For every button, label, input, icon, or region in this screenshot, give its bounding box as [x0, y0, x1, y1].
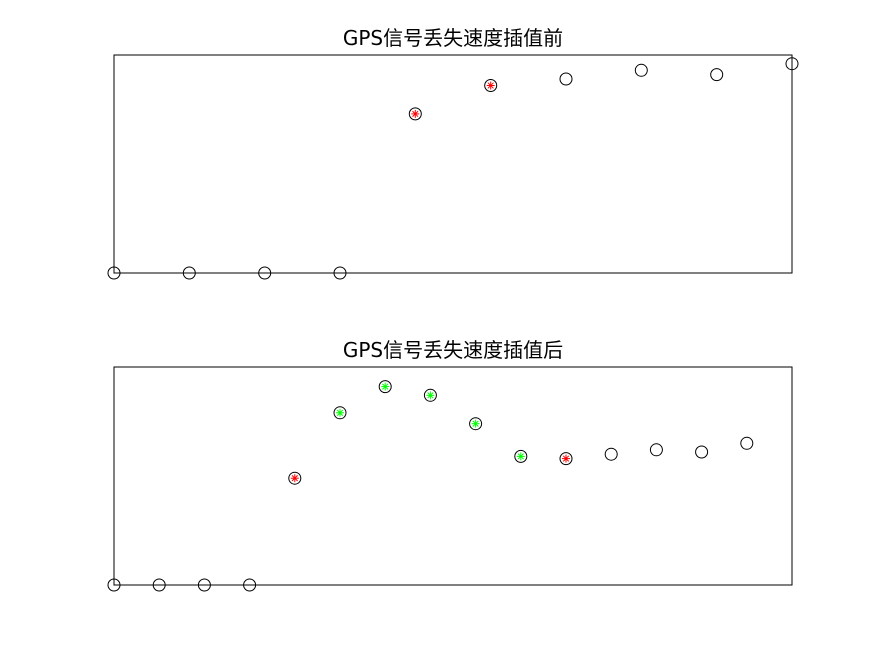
data-point-after-6 — [333, 406, 347, 420]
markers-after — [107, 380, 754, 592]
point-star-marker — [516, 452, 525, 461]
point-marker — [333, 406, 347, 420]
point-marker — [785, 57, 799, 71]
point-marker — [152, 578, 166, 592]
data-point-before-8 — [634, 63, 648, 77]
data-point-after-12 — [604, 447, 618, 461]
subplot-before: GPS信号丢失速度插值前 — [107, 26, 799, 280]
point-marker — [333, 266, 347, 280]
data-point-before-1 — [107, 266, 121, 280]
point-marker — [408, 107, 422, 121]
data-point-after-9 — [469, 417, 483, 431]
point-marker — [288, 471, 302, 485]
point-marker — [710, 68, 724, 82]
point-star-marker — [486, 81, 495, 90]
point-marker — [740, 436, 754, 450]
data-point-after-1 — [107, 578, 121, 592]
point-marker — [484, 79, 498, 92]
data-point-before-3 — [258, 266, 272, 280]
markers-before — [107, 57, 799, 280]
point-marker — [107, 266, 121, 280]
data-point-before-4 — [333, 266, 347, 280]
point-marker — [695, 445, 709, 459]
data-point-after-10 — [514, 449, 528, 463]
point-marker — [197, 578, 211, 592]
point-marker — [559, 452, 573, 466]
data-point-after-5 — [288, 471, 302, 485]
subplot-title-before: GPS信号丢失速度插值前 — [343, 26, 563, 50]
data-point-after-2 — [152, 578, 166, 592]
point-marker — [634, 63, 648, 77]
data-point-before-9 — [710, 68, 724, 82]
point-marker — [514, 449, 528, 463]
point-star-marker — [471, 419, 480, 428]
data-point-after-15 — [740, 436, 754, 450]
point-star-marker — [290, 474, 299, 483]
point-marker — [243, 578, 257, 592]
point-star-marker — [336, 408, 344, 417]
data-point-after-11 — [559, 452, 573, 466]
data-point-after-7 — [378, 380, 392, 394]
data-point-before-6 — [484, 79, 498, 92]
point-star-marker — [562, 454, 570, 463]
data-point-after-3 — [197, 578, 211, 592]
point-marker — [258, 266, 272, 280]
point-marker — [423, 388, 437, 402]
point-star-marker — [426, 391, 435, 400]
data-point-before-10 — [785, 57, 799, 71]
point-marker — [559, 72, 573, 86]
point-marker — [378, 380, 392, 394]
plot-frame-before — [113, 54, 793, 274]
point-marker — [604, 447, 618, 461]
data-point-after-14 — [695, 445, 709, 459]
point-marker — [182, 266, 196, 280]
data-point-after-4 — [243, 578, 257, 592]
point-marker — [469, 417, 483, 431]
point-marker — [649, 443, 663, 457]
point-star-marker — [381, 382, 390, 391]
data-point-after-13 — [649, 443, 663, 457]
data-point-before-2 — [182, 266, 196, 280]
subplot-after: GPS信号丢失速度插值后 — [107, 338, 793, 592]
subplot-title-after: GPS信号丢失速度插值后 — [343, 338, 563, 362]
data-point-before-5 — [408, 107, 422, 121]
point-marker — [107, 578, 121, 592]
plot-frame-after — [113, 366, 793, 586]
data-point-before-7 — [559, 72, 573, 86]
point-star-marker — [411, 109, 420, 118]
data-point-after-8 — [423, 388, 437, 402]
